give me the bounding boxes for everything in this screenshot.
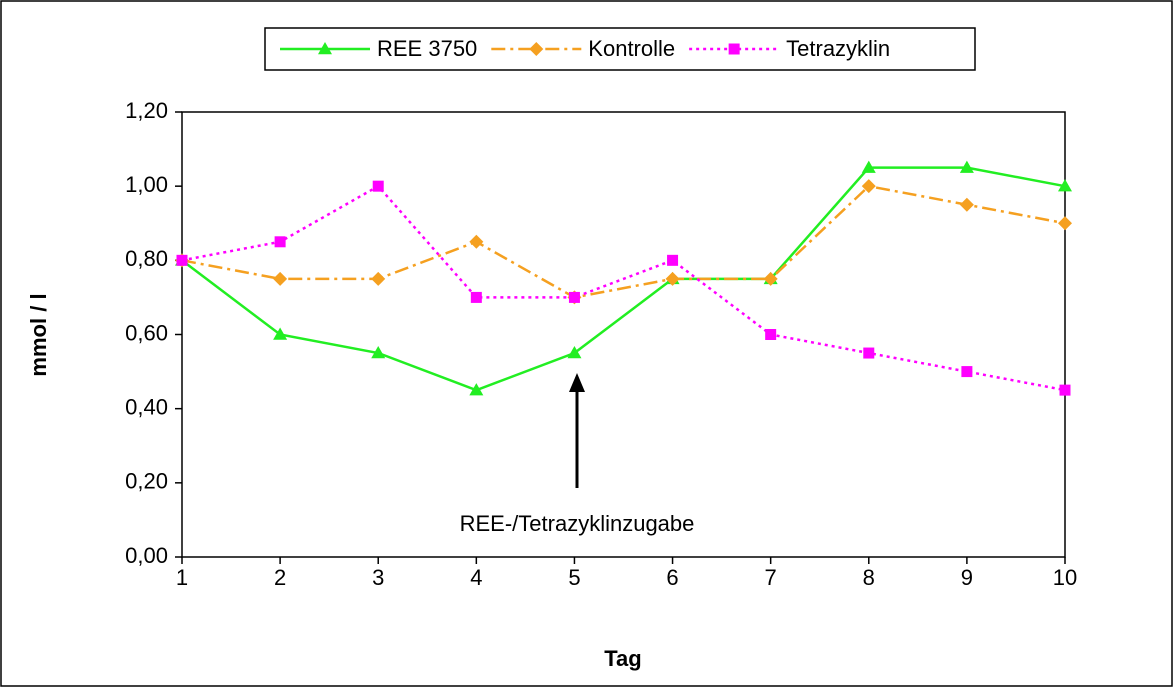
- y-tick-label: 0,80: [125, 246, 168, 271]
- legend-box: [264, 27, 976, 71]
- marker: [959, 197, 974, 212]
- marker: [961, 366, 973, 378]
- marker: [372, 180, 384, 192]
- marker: [1059, 384, 1071, 396]
- y-tick-label: 1,00: [125, 172, 168, 197]
- marker: [371, 346, 386, 359]
- legend-marker: [728, 43, 740, 55]
- x-tick-label: 8: [863, 565, 875, 590]
- y-tick-label: 0,60: [125, 320, 168, 345]
- series-line: [181, 184, 1066, 299]
- marker: [959, 160, 974, 173]
- legend-marker: [318, 42, 332, 55]
- legend-label: REE 3750: [377, 36, 477, 61]
- y-tick-label: 1,20: [125, 98, 168, 123]
- annotation-arrowhead: [569, 373, 585, 392]
- series-line: [181, 184, 1066, 392]
- marker: [861, 160, 876, 173]
- marker: [568, 291, 580, 303]
- x-tick-label: 2: [274, 565, 286, 590]
- marker: [371, 271, 386, 286]
- marker: [273, 271, 288, 286]
- marker: [863, 347, 875, 359]
- x-axis-label: Tag: [604, 646, 641, 671]
- marker: [665, 271, 680, 286]
- marker: [273, 327, 288, 340]
- y-tick-label: 0,00: [125, 543, 168, 568]
- legend-marker: [529, 42, 544, 56]
- y-tick-label: 0,40: [125, 394, 168, 419]
- marker: [567, 346, 582, 359]
- marker: [176, 254, 188, 266]
- y-tick-label: 0,20: [125, 469, 168, 494]
- y-axis-label: mmol / l: [26, 293, 51, 376]
- x-tick-label: 3: [372, 565, 384, 590]
- annotation: REE-/Tetrazyklinzugabe: [460, 511, 695, 536]
- x-tick-label: 6: [666, 565, 678, 590]
- marker: [763, 271, 778, 286]
- series-line: [181, 166, 1066, 392]
- marker: [861, 179, 876, 194]
- marker: [1058, 179, 1072, 192]
- x-tick-label: 10: [1053, 565, 1077, 590]
- marker: [667, 254, 679, 266]
- x-tick-label: 1: [176, 565, 188, 590]
- x-tick-label: 5: [568, 565, 580, 590]
- marker: [274, 236, 286, 248]
- legend-label: Tetrazyklin: [786, 36, 890, 61]
- marker: [765, 329, 777, 340]
- legend-label: Kontrolle: [588, 36, 675, 61]
- marker: [470, 291, 482, 303]
- marker: [469, 383, 484, 396]
- x-tick-label: 9: [961, 565, 973, 590]
- marker: [1058, 216, 1072, 231]
- x-tick-label: 7: [765, 565, 777, 590]
- marker: [469, 234, 484, 249]
- x-tick-label: 4: [470, 565, 482, 590]
